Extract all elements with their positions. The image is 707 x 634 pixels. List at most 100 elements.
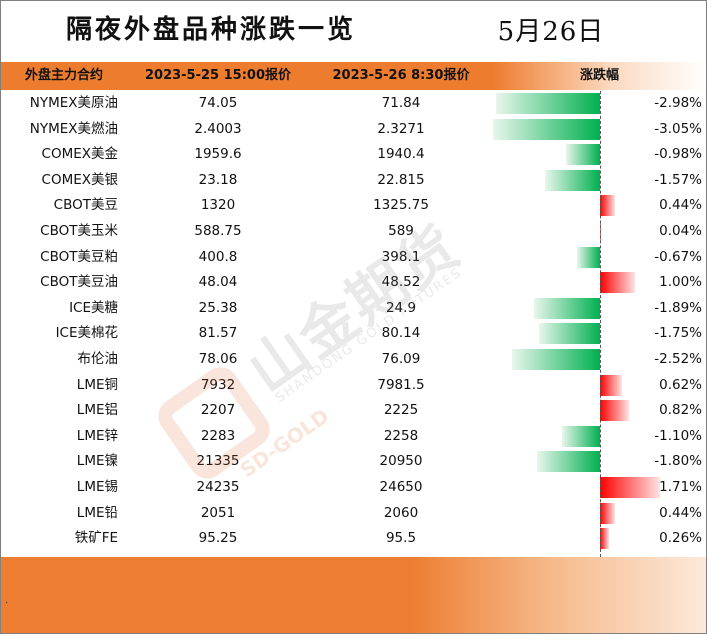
table-row: ICE美棉花 81.57 80.14 -1.75% <box>1 321 706 347</box>
contract-name: LME铜 <box>76 376 118 393</box>
table-row: COMEX美金 1959.6 1940.4 -0.98% <box>1 142 706 168</box>
change-bar <box>600 272 635 294</box>
prev-price: 25.38 <box>198 299 238 316</box>
prev-price: 78.06 <box>198 350 238 367</box>
change-value: -1.80% <box>654 453 702 470</box>
change-value: -1.57% <box>654 171 702 188</box>
footer-band <box>1 557 706 633</box>
curr-price: 2258 <box>383 427 419 444</box>
prev-price: 588.75 <box>194 222 242 239</box>
table-row: LME铅 2051 2060 0.44% <box>1 501 706 527</box>
table-row: CBOT美豆 1320 1325.75 0.44% <box>1 193 706 219</box>
change-value: 0.62% <box>659 376 702 393</box>
curr-price: 1325.75 <box>373 197 429 214</box>
curr-price: 2.3271 <box>377 120 425 137</box>
table-row: LME锌 2283 2258 -1.10% <box>1 424 706 450</box>
contract-name: CBOT美豆粕 <box>40 248 118 265</box>
contract-name: LME锌 <box>76 427 118 444</box>
change-bar <box>495 93 600 114</box>
contract-name: ICE美糖 <box>69 299 118 316</box>
table-row: 铁矿FE 95.25 95.5 0.26% <box>1 526 706 552</box>
prev-price: 1959.6 <box>194 146 242 163</box>
change-value: 0.04% <box>659 222 702 239</box>
curr-price: 22.815 <box>377 171 425 188</box>
contract-name: 布伦油 <box>77 350 119 367</box>
change-bar <box>600 195 616 217</box>
change-bar <box>600 476 660 498</box>
zero-axis <box>600 91 601 557</box>
change-value: 0.44% <box>659 504 702 521</box>
change-value: -1.89% <box>654 299 702 316</box>
change-value: 1.71% <box>659 478 702 495</box>
table-row: NYMEX美燃油 2.4003 2.3271 -3.05% <box>1 117 706 143</box>
header-change: 涨跌幅 <box>493 62 706 90</box>
change-value: -0.67% <box>654 248 702 265</box>
header-prev-price: 2023-5-25 15:00报价 <box>127 62 309 90</box>
curr-price: 24650 <box>379 478 423 495</box>
change-value: 0.44% <box>659 197 702 214</box>
table-row: ICE美糖 25.38 24.9 -1.89% <box>1 296 706 322</box>
change-bar <box>565 144 600 166</box>
contract-name: LME铝 <box>76 402 118 419</box>
curr-price: 48.52 <box>381 274 421 291</box>
prev-price: 2207 <box>200 402 236 419</box>
report-date: 5月26日 <box>497 17 605 47</box>
change-value: -2.98% <box>654 95 702 111</box>
change-bar <box>600 400 629 422</box>
change-bar <box>545 169 600 191</box>
title-row: 隔夜外盘品种涨跌一览 5月26日 <box>1 1 706 63</box>
change-value: -1.75% <box>654 325 702 342</box>
curr-price: 20950 <box>379 453 423 470</box>
curr-price: 589 <box>388 222 414 239</box>
prev-price: 24235 <box>196 478 240 495</box>
contract-name: CBOT美豆油 <box>40 274 118 291</box>
table-row: LME锡 24235 24650 1.71% <box>1 475 706 501</box>
change-bar <box>511 348 600 370</box>
change-bar <box>537 451 600 473</box>
change-value: -1.10% <box>654 427 702 444</box>
header-name: 外盘主力合约 <box>1 62 127 90</box>
table-row: 布伦油 78.06 76.09 -2.52% <box>1 347 706 373</box>
contract-name: NYMEX美原油 <box>29 95 118 111</box>
change-bar <box>538 323 600 345</box>
footer-mark: . <box>5 595 9 606</box>
table-header: 外盘主力合约 2023-5-25 15:00报价 2023-5-26 8:30报… <box>1 62 706 90</box>
table-row: LME铝 2207 2225 0.82% <box>1 398 706 424</box>
prev-price: 7932 <box>200 376 236 393</box>
table-row: CBOT美豆粕 400.8 398.1 -0.67% <box>1 245 706 271</box>
contract-name: ICE美棉花 <box>55 325 118 342</box>
curr-price: 1940.4 <box>377 146 425 163</box>
prev-price: 2051 <box>200 504 236 521</box>
contract-name: NYMEX美燃油 <box>29 120 118 137</box>
contract-name: LME铅 <box>76 504 118 521</box>
page-title: 隔夜外盘品种涨跌一览 <box>65 15 356 45</box>
table-row: CBOT美豆油 48.04 48.52 1.00% <box>1 270 706 296</box>
contract-name: COMEX美金 <box>41 146 118 163</box>
change-bar <box>600 374 622 396</box>
change-value: 0.82% <box>659 402 702 419</box>
change-bar <box>533 297 600 319</box>
contract-name: LME镍 <box>76 453 118 470</box>
curr-price: 95.5 <box>385 530 417 547</box>
contract-name: CBOT美玉米 <box>40 222 118 239</box>
header-curr-price: 2023-5-26 8:30报价 <box>309 62 493 90</box>
curr-price: 24.9 <box>385 299 417 316</box>
prev-price: 81.57 <box>198 325 238 342</box>
contract-name: 铁矿FE <box>74 530 118 547</box>
curr-price: 80.14 <box>381 325 421 342</box>
change-bar <box>600 528 610 550</box>
contract-name: CBOT美豆 <box>53 197 118 214</box>
change-bar <box>561 425 600 447</box>
prev-price: 23.18 <box>198 171 238 188</box>
change-value: -2.52% <box>654 350 702 367</box>
prev-price: 74.05 <box>198 95 238 111</box>
change-value: 0.26% <box>659 530 702 547</box>
curr-price: 76.09 <box>381 350 421 367</box>
change-value: -0.98% <box>654 146 702 163</box>
change-value: 1.00% <box>659 274 702 291</box>
curr-price: 7981.5 <box>377 376 425 393</box>
prev-price: 95.25 <box>198 530 238 547</box>
table-row: COMEX美银 23.18 22.815 -1.57% <box>1 168 706 194</box>
curr-price: 71.84 <box>381 95 421 111</box>
